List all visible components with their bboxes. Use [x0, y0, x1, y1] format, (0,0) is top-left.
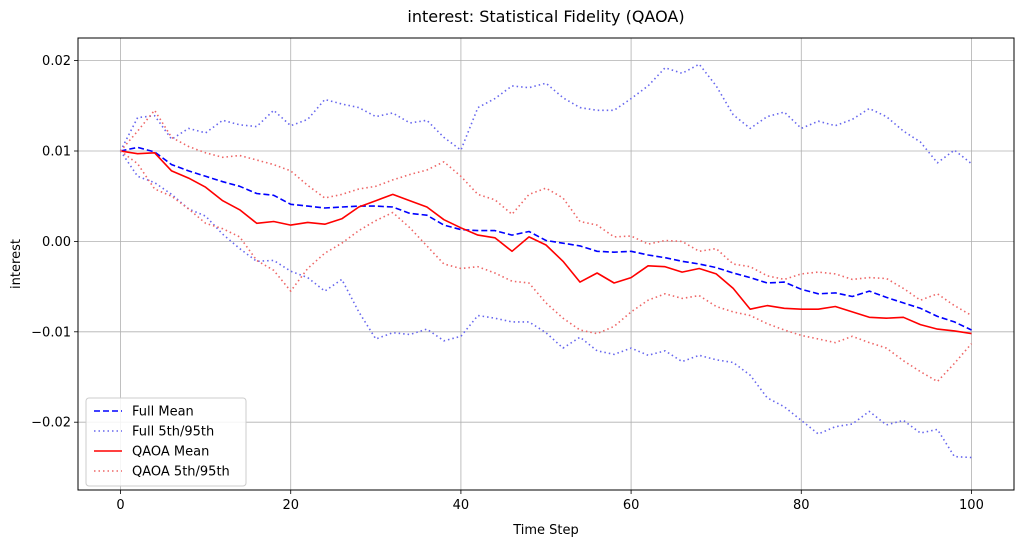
x-tick-label: 100	[959, 498, 984, 513]
x-axis: 0 20 40 60 80 100	[116, 490, 984, 513]
x-axis-label: Time Step	[512, 523, 579, 538]
y-tick-label: 0.01	[42, 145, 71, 160]
x-tick-label: 80	[793, 498, 810, 513]
plot-frame	[77, 37, 1015, 491]
y-axis-label: interest	[9, 239, 24, 289]
legend: Full Mean Full 5th/95th QAOA Mean QAOA 5th/…	[85, 397, 247, 487]
x-tick-label: 60	[623, 498, 640, 513]
y-axis: −0.02 −0.01 0.00 0.01 0.02	[31, 54, 78, 431]
series-line-qaoa-5th-95th-upper	[119, 109, 972, 317]
x-tick-label: 40	[453, 498, 470, 513]
legend-box	[85, 397, 247, 487]
legend-label: QAOA Mean	[132, 445, 209, 460]
x-tick-label: 20	[282, 498, 299, 513]
legend-label: Full 5th/95th	[132, 425, 214, 440]
y-tick-label: 0.02	[42, 54, 71, 69]
series-layer	[119, 63, 973, 459]
legend-label: QAOA 5th/95th	[132, 465, 230, 480]
series-line-qaoa-mean	[120, 150, 972, 335]
legend-label: Full Mean	[132, 405, 194, 420]
y-tick-label: 0.00	[42, 235, 71, 250]
grid	[78, 38, 1014, 490]
y-tick-label: −0.01	[31, 325, 71, 340]
series-line-full-5th-95th-lower	[119, 150, 972, 459]
series-line-full-5th-95th-upper	[119, 63, 972, 165]
chart-title: interest: Statistical Fidelity (QAOA)	[407, 7, 684, 26]
y-tick-label: −0.02	[31, 416, 71, 431]
x-tick-label: 0	[116, 498, 124, 513]
series-line-full-mean	[120, 146, 972, 331]
